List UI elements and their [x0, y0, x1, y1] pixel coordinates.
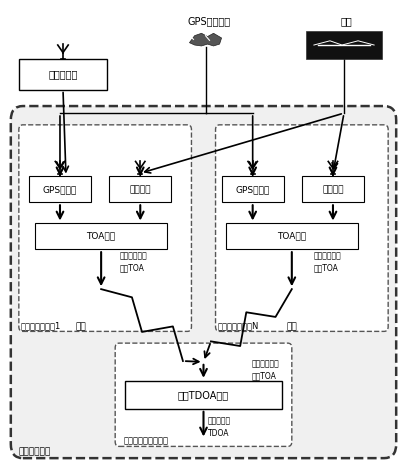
FancyBboxPatch shape — [19, 59, 107, 90]
Polygon shape — [189, 33, 221, 46]
Text: 信号接收: 信号接收 — [129, 185, 151, 194]
FancyBboxPatch shape — [225, 223, 358, 249]
Text: 网络: 网络 — [76, 322, 86, 331]
Text: 参考应答机: 参考应答机 — [48, 69, 78, 79]
Text: TOA检测: TOA检测 — [277, 232, 306, 241]
Text: 网络: 网络 — [287, 322, 297, 331]
Text: 多点定位远端站N: 多点定位远端站N — [218, 321, 259, 330]
FancyBboxPatch shape — [221, 177, 284, 202]
Text: 目标及参考应
答的TOA: 目标及参考应 答的TOA — [314, 252, 341, 272]
Text: 目标: 目标 — [340, 17, 352, 27]
FancyBboxPatch shape — [216, 125, 388, 332]
Text: 目标TDOA计算: 目标TDOA计算 — [178, 390, 229, 400]
FancyBboxPatch shape — [125, 380, 282, 409]
FancyBboxPatch shape — [115, 343, 292, 446]
FancyBboxPatch shape — [29, 177, 91, 202]
Text: 多点定位系统: 多点定位系统 — [19, 448, 51, 457]
Text: 多点定位中心处理器: 多点定位中心处理器 — [123, 436, 168, 445]
Text: 目标应答的
TDOA: 目标应答的 TDOA — [208, 417, 231, 437]
Text: TOA检测: TOA检测 — [87, 232, 116, 241]
Text: 多点定位远端站1: 多点定位远端站1 — [21, 321, 61, 330]
Text: GPS接收机: GPS接收机 — [43, 185, 77, 194]
Text: 信号接收: 信号接收 — [322, 185, 344, 194]
FancyBboxPatch shape — [19, 125, 191, 332]
FancyBboxPatch shape — [109, 177, 171, 202]
Text: GPS共视卫星: GPS共视卫星 — [188, 17, 231, 27]
FancyBboxPatch shape — [11, 106, 396, 458]
Text: 目标及参考应
答的TOA: 目标及参考应 答的TOA — [252, 360, 280, 380]
FancyBboxPatch shape — [302, 177, 364, 202]
Text: 目标及参考应
答的TOA: 目标及参考应 答的TOA — [119, 252, 147, 272]
FancyBboxPatch shape — [35, 223, 167, 249]
FancyBboxPatch shape — [306, 31, 382, 59]
Text: GPS接收机: GPS接收机 — [236, 185, 270, 194]
